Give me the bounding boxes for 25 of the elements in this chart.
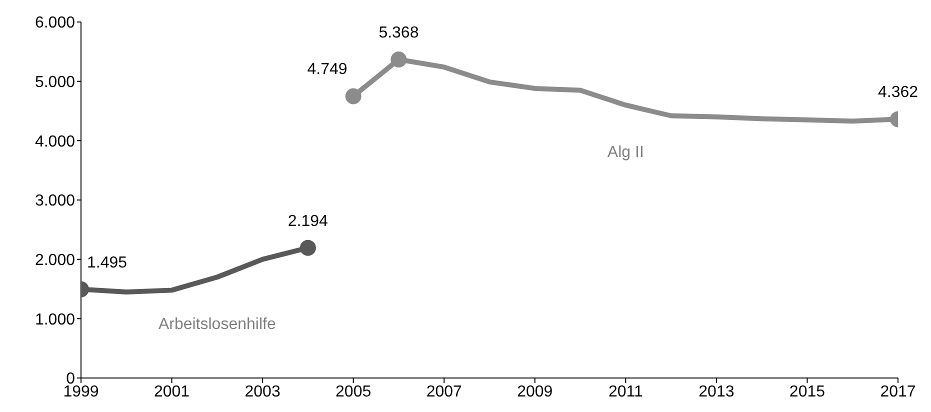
- data-label: 4.362: [878, 84, 918, 102]
- point: [390, 52, 407, 68]
- y-tick-label: 1.000: [34, 311, 76, 328]
- y-tick-label: 2.000: [34, 252, 76, 270]
- point: [345, 88, 362, 104]
- x-tick-label: 2009: [517, 383, 553, 400]
- text: Alg II: [607, 144, 644, 162]
- y-tick-label: 5.000: [34, 74, 76, 92]
- x-tick-label: 2001: [154, 383, 190, 400]
- y-tick-label: 6.000: [34, 14, 76, 32]
- x-tick-label: 1999: [63, 383, 99, 400]
- x-tick-label: 2013: [698, 383, 734, 400]
- x-tick-label: 2015: [789, 383, 826, 400]
- x-tick-label: 2007: [426, 383, 462, 400]
- series-label: Arbeitslosenhilfe: [158, 316, 276, 334]
- data-label: 2.194: [288, 212, 328, 230]
- y-tick-label: 3.000: [34, 192, 76, 210]
- x-tick-label: 2017: [880, 383, 916, 400]
- x-tick-label: 2003: [244, 383, 280, 400]
- x-tick-label: 2011: [608, 383, 643, 400]
- data-label: 4.749: [307, 61, 348, 78]
- data-label: 5.368: [378, 24, 419, 42]
- x-tick-label: 2005: [336, 383, 372, 400]
- y-tick-label: 4.000: [34, 133, 76, 150]
- data-label: 1.495: [87, 254, 128, 272]
